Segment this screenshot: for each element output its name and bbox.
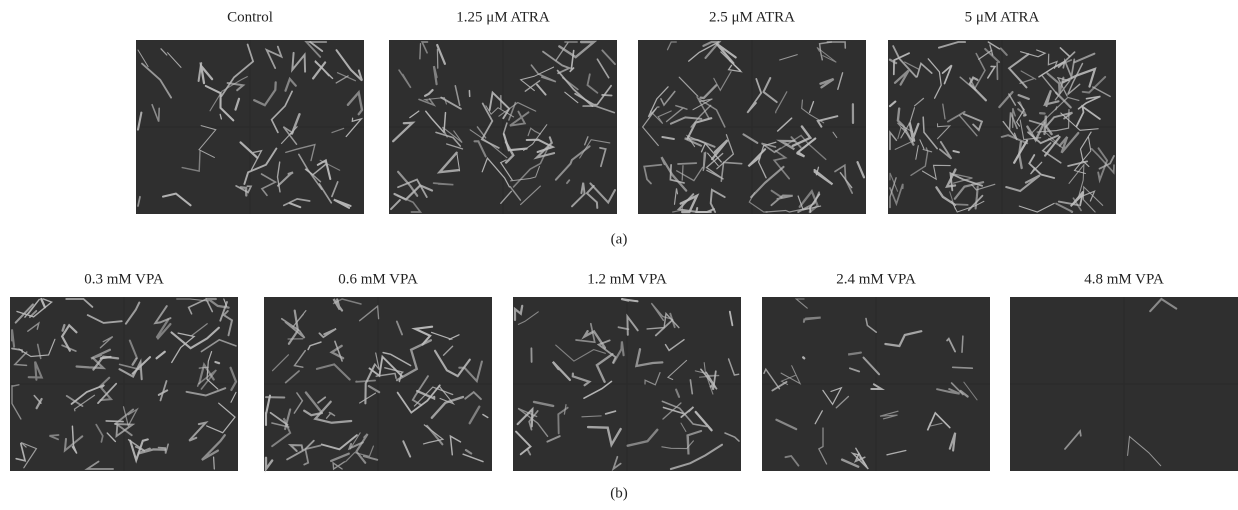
micrograph [389, 40, 617, 214]
panel-title: 2.5 μM ATRA [709, 9, 795, 25]
cell-process [101, 357, 111, 358]
panel-title: 4.8 mM VPA [1084, 271, 1164, 287]
cell-process [953, 151, 959, 152]
micrograph [762, 297, 990, 471]
micrograph [1010, 297, 1238, 471]
panel-title: 2.4 mM VPA [836, 271, 916, 287]
cell-process [962, 336, 963, 352]
panel-title: Control [227, 9, 273, 25]
micrograph [513, 297, 741, 471]
panel-title: 1.25 μM ATRA [456, 9, 550, 25]
cell-process [678, 163, 696, 164]
micrograph [136, 40, 364, 214]
micrograph [888, 40, 1116, 214]
panel-label: (a) [611, 231, 628, 247]
cell-process [214, 457, 215, 469]
cell-process [215, 362, 219, 363]
cell-process [1056, 107, 1057, 110]
panel-title: 0.6 mM VPA [338, 271, 418, 287]
cell-process [953, 367, 973, 368]
panel-label: (b) [610, 485, 628, 501]
cell-process [956, 204, 967, 205]
panel-title: 5 μM ATRA [965, 9, 1040, 25]
figure: (a) (b) Control 1.25 μM ATRA 2.5 μM ATRA 5 … [0, 0, 1238, 510]
cell-process [682, 166, 683, 181]
panel-title: 0.3 mM VPA [84, 271, 164, 287]
micrograph [10, 297, 238, 471]
cell-process [803, 357, 804, 358]
cell-process [420, 44, 421, 59]
cell-process [106, 421, 123, 422]
micrograph [638, 40, 866, 214]
panel-title: 1.2 mM VPA [587, 271, 667, 287]
micrograph [264, 297, 492, 471]
